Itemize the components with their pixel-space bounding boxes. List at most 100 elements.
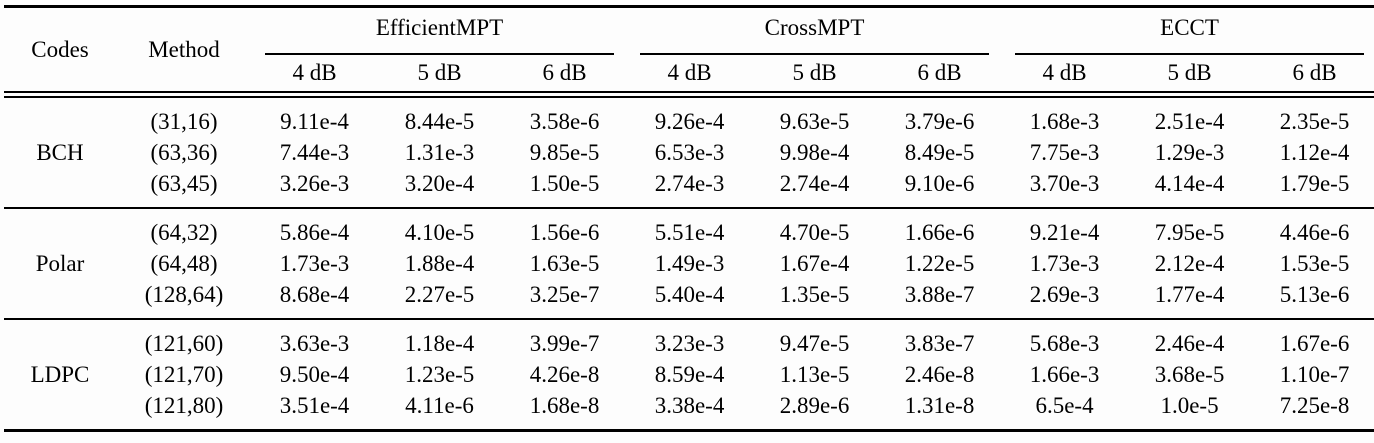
header-codes: Codes: [31, 36, 89, 62]
method-cell: (63,45): [150, 171, 218, 196]
section-polar: Polar (64,32) 5.86e-4 4.10e-5 1.56e-6 5.…: [4, 208, 1374, 319]
value-cell: 4.11e-6: [405, 393, 474, 418]
value-cell: 2.69e-3: [1029, 282, 1100, 307]
value-cell: 1.49e-3: [654, 251, 725, 276]
value-cell: 3.83e-7: [904, 331, 975, 356]
value-cell: 3.23e-3: [654, 331, 725, 356]
value-cell: 3.51e-4: [279, 393, 350, 418]
value-cell: 8.59e-4: [654, 362, 725, 387]
value-cell: 5.40e-4: [654, 282, 725, 307]
snr-header-efficientmpt-4db: 4 dB: [292, 60, 337, 85]
table-row: (128,64) 8.68e-4 2.27e-5 3.25e-7 5.40e-4…: [4, 279, 1374, 319]
value-cell: 1.50e-5: [529, 171, 600, 196]
value-cell: 4.46e-6: [1279, 220, 1350, 245]
value-cell: 1.67e-4: [779, 251, 850, 276]
value-cell: 4.70e-5: [779, 220, 850, 245]
value-cell: 2.89e-6: [779, 393, 850, 418]
method-cell: (64,48): [150, 251, 218, 276]
snr-header-crossmpt-6db: 6 dB: [917, 60, 962, 85]
value-cell: 1.63e-5: [529, 251, 600, 276]
header-method: Method: [148, 36, 220, 62]
value-cell: 1.68e-3: [1029, 109, 1100, 134]
snr-header-ecct-6db: 6 dB: [1292, 60, 1337, 85]
table-row: LDPC (121,60) 3.63e-3 1.18e-4 3.99e-7 3.…: [4, 319, 1374, 387]
value-cell: 6.5e-4: [1035, 393, 1094, 418]
value-cell: 1.79e-5: [1279, 171, 1350, 196]
value-cell: 1.73e-3: [1029, 251, 1100, 276]
snr-header-crossmpt-5db: 5 dB: [792, 60, 837, 85]
value-cell: 9.26e-4: [654, 109, 725, 134]
value-cell: 1.12e-4: [1279, 140, 1350, 165]
value-cell: 2.12e-4: [1154, 251, 1225, 276]
section-bch: BCH (31,16) 9.11e-4 8.44e-5 3.58e-6 9.26…: [4, 95, 1374, 209]
results-table: Codes Method EfficientMPT CrossMPT ECCT …: [4, 5, 1374, 432]
value-cell: 9.47e-5: [779, 331, 850, 356]
value-cell: 7.25e-8: [1279, 393, 1350, 418]
value-cell: 3.70e-3: [1029, 171, 1100, 196]
value-cell: 1.66e-6: [904, 220, 975, 245]
value-cell: 1.73e-3: [279, 251, 350, 276]
snr-header-efficientmpt-5db: 5 dB: [417, 60, 462, 85]
table-header: Codes Method EfficientMPT CrossMPT ECCT …: [4, 7, 1374, 95]
value-cell: 3.38e-4: [654, 393, 725, 418]
code-cell-ldpc: LDPC: [30, 362, 90, 387]
method-cell: (31,16): [150, 109, 218, 134]
table-row: Polar (64,32) 5.86e-4 4.10e-5 1.56e-6 5.…: [4, 208, 1374, 276]
code-cell-bch: BCH: [36, 140, 84, 165]
value-cell: 8.68e-4: [279, 282, 350, 307]
value-cell: 7.95e-5: [1154, 220, 1225, 245]
value-cell: 1.35e-5: [779, 282, 850, 307]
method-cell: (121,80): [144, 393, 224, 418]
table-row: (64,48) 1.73e-3 1.88e-4 1.63e-5 1.49e-3 …: [4, 248, 1374, 279]
value-cell: 9.63e-5: [779, 109, 850, 134]
value-cell: 9.50e-4: [279, 362, 350, 387]
value-cell: 3.63e-3: [279, 331, 350, 356]
value-cell: 2.46e-8: [904, 362, 975, 387]
method-cell: (63,36): [150, 140, 218, 165]
value-cell: 8.44e-5: [404, 109, 475, 134]
value-cell: 4.26e-8: [529, 362, 600, 387]
method-cell: (128,64): [144, 282, 224, 307]
table-row: BCH (31,16) 9.11e-4 8.44e-5 3.58e-6 9.26…: [4, 95, 1374, 165]
value-cell: 6.53e-3: [654, 140, 725, 165]
value-cell: 9.10e-6: [904, 171, 975, 196]
value-cell: 1.56e-6: [529, 220, 600, 245]
table-row: (121,80) 3.51e-4 4.11e-6 1.68e-8 3.38e-4…: [4, 390, 1374, 431]
value-cell: 3.99e-7: [529, 331, 600, 356]
code-cell-polar: Polar: [35, 251, 85, 276]
group-header-ecct: ECCT: [1002, 7, 1374, 56]
value-cell: 1.31e-8: [904, 393, 975, 418]
group-header-row: Codes Method EfficientMPT CrossMPT ECCT: [4, 7, 1374, 62]
value-cell: 4.14e-4: [1154, 171, 1225, 196]
snr-header-efficientmpt-6db: 6 dB: [542, 60, 587, 85]
value-cell: 3.58e-6: [529, 109, 600, 134]
value-cell: 9.98e-4: [779, 140, 850, 165]
group-header-crossmpt: CrossMPT: [627, 7, 1002, 56]
value-cell: 1.10e-7: [1279, 362, 1350, 387]
value-cell: 4.10e-5: [404, 220, 475, 245]
value-cell: 3.68e-5: [1154, 362, 1225, 387]
snr-header-ecct-5db: 5 dB: [1167, 60, 1212, 85]
table-row: (63,45) 3.26e-3 3.20e-4 1.50e-5 2.74e-3 …: [4, 168, 1374, 208]
table-row: (63,36) 7.44e-3 1.31e-3 9.85e-5 6.53e-3 …: [4, 137, 1374, 168]
value-cell: 9.85e-5: [529, 140, 600, 165]
method-cell: (121,70): [144, 362, 224, 387]
value-cell: 8.49e-5: [904, 140, 975, 165]
snr-header-crossmpt-4db: 4 dB: [667, 60, 712, 85]
table-row: (121,70) 9.50e-4 1.23e-5 4.26e-8 8.59e-4…: [4, 359, 1374, 390]
value-cell: 2.27e-5: [404, 282, 475, 307]
value-cell: 2.51e-4: [1154, 109, 1225, 134]
value-cell: 1.22e-5: [904, 251, 975, 276]
value-cell: 1.29e-3: [1154, 140, 1225, 165]
value-cell: 5.68e-3: [1029, 331, 1100, 356]
value-cell: 5.51e-4: [654, 220, 725, 245]
value-cell: 5.13e-6: [1279, 282, 1350, 307]
value-cell: 1.13e-5: [779, 362, 850, 387]
group-header-efficientmpt: EfficientMPT: [252, 7, 627, 56]
value-cell: 2.74e-4: [779, 171, 850, 196]
value-cell: 1.18e-4: [404, 331, 475, 356]
value-cell: 3.79e-6: [904, 109, 975, 134]
value-cell: 1.31e-3: [404, 140, 475, 165]
value-cell: 1.88e-4: [404, 251, 475, 276]
